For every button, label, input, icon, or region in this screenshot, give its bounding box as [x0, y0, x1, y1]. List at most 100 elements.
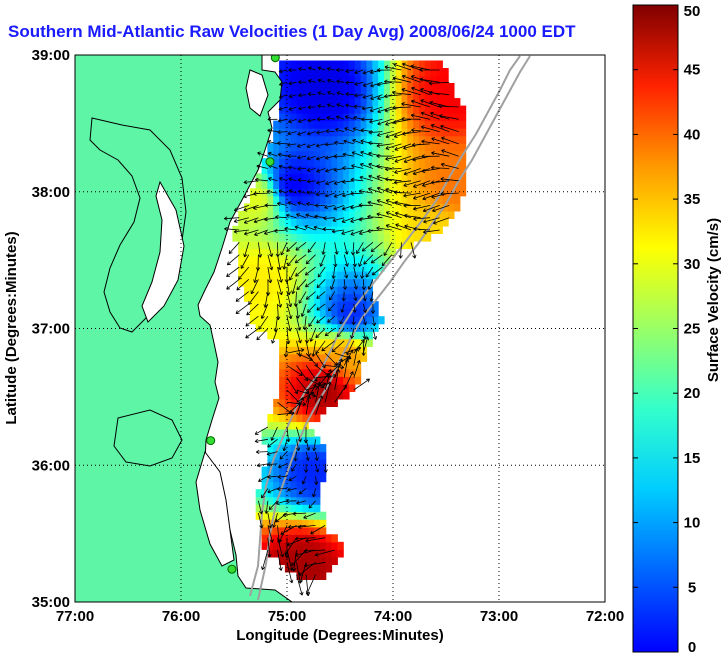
velocity-arrow: [258, 315, 269, 330]
velocity-cell: [331, 75, 338, 84]
velocity-arrow: [344, 115, 354, 120]
velocity-cell: [302, 113, 309, 122]
velocity-cell: [319, 391, 327, 400]
velocity-cell: [354, 233, 362, 242]
velocity-cell: [389, 90, 397, 99]
velocity-arrow: [317, 66, 326, 71]
velocity-arrow: [244, 229, 259, 236]
velocity-arrow: [358, 254, 364, 267]
velocity-arrow: [392, 76, 412, 83]
velocity-cell: [419, 143, 426, 152]
velocity-cell: [284, 504, 292, 513]
velocity-cell: [349, 308, 356, 317]
velocity-cell: [279, 105, 286, 114]
velocity-cell: [325, 376, 333, 385]
velocity-cell: [290, 173, 298, 182]
velocity-cell: [290, 338, 298, 347]
velocity-cell: [407, 105, 414, 114]
velocity-arrow: [343, 254, 349, 267]
velocity-arrow: [285, 498, 297, 504]
velocity-arrow: [275, 214, 288, 220]
velocity-cell: [360, 256, 368, 265]
velocity-cell: [407, 195, 414, 204]
velocity-cell: [337, 263, 344, 272]
velocity-cell: [354, 323, 362, 332]
velocity-cell: [244, 210, 251, 219]
y-tick-label: 35:00: [32, 594, 70, 611]
velocity-arrow: [245, 315, 259, 327]
velocity-cell: [279, 256, 286, 265]
velocity-arrow: [279, 451, 288, 460]
velocity-cell: [308, 391, 315, 400]
velocity-cell: [302, 519, 309, 528]
velocity-cell: [442, 210, 449, 219]
velocity-cell: [314, 248, 321, 257]
velocity-cell: [419, 150, 426, 159]
velocity-cell: [401, 113, 408, 122]
velocity-cell: [261, 195, 268, 204]
velocity-cell: [249, 233, 257, 242]
velocity-cell: [261, 173, 268, 182]
velocity-cell: [267, 436, 274, 445]
velocity-cell: [331, 188, 338, 197]
velocity-cell: [273, 519, 280, 528]
velocity-arrow: [298, 67, 307, 72]
velocity-cell: [255, 248, 263, 257]
velocity-arrow: [376, 186, 393, 194]
velocity-cell: [273, 323, 280, 332]
velocity-cell: [319, 278, 327, 287]
velocity-cell: [349, 158, 356, 167]
velocity-cell: [279, 233, 286, 242]
velocity-cell: [284, 203, 292, 212]
velocity-cell: [296, 338, 303, 347]
velocity-cell: [273, 241, 280, 250]
velocity-cell: [413, 233, 420, 242]
velocity-arrow: [248, 291, 259, 305]
velocity-cell: [343, 353, 350, 362]
velocity-arrow: [240, 254, 250, 269]
velocity-cell: [238, 218, 245, 227]
velocity-cell: [325, 368, 333, 377]
velocity-cell: [413, 173, 420, 182]
velocity-arrow: [296, 340, 302, 357]
velocity-cell: [279, 75, 286, 84]
velocity-cell: [442, 188, 449, 197]
velocity-arrow: [432, 205, 450, 213]
velocity-cell: [302, 526, 309, 535]
colorbar-tick-label: 40: [684, 126, 701, 143]
velocity-cell: [279, 474, 286, 483]
velocity-cell: [296, 353, 303, 362]
velocity-arrow: [254, 177, 268, 182]
velocity-cell: [279, 406, 286, 415]
velocity-cell: [366, 218, 373, 227]
velocity-cell: [325, 195, 333, 204]
velocity-cell: [319, 210, 327, 219]
velocity-arrow: [377, 118, 393, 126]
velocity-cell: [296, 496, 303, 505]
velocity-cell: [314, 241, 321, 250]
velocity-cell: [302, 256, 309, 265]
velocity-cell: [290, 556, 298, 565]
velocity-cell: [366, 143, 373, 152]
velocity-cell: [389, 173, 397, 182]
velocity-arrow: [287, 131, 297, 136]
velocity-arrow: [353, 339, 365, 354]
velocity-cell: [308, 301, 315, 310]
velocity-cell: [395, 150, 403, 159]
velocity-cell: [430, 158, 437, 167]
velocity-cell: [284, 180, 292, 189]
pamlico-sound: [195, 450, 235, 567]
velocity-cell: [343, 338, 350, 347]
velocity-cell: [314, 368, 321, 377]
velocity-cell: [343, 225, 350, 234]
velocity-arrow: [327, 91, 335, 96]
velocity-arrow: [403, 203, 421, 208]
velocity-cell: [308, 218, 315, 227]
velocity-cell: [314, 286, 321, 295]
velocity-arrow: [278, 69, 288, 74]
velocity-cell: [337, 241, 344, 250]
velocity-cell: [308, 406, 315, 415]
velocity-cell: [267, 474, 274, 483]
velocity-cell: [454, 195, 461, 204]
velocity-arrow: [288, 81, 297, 86]
